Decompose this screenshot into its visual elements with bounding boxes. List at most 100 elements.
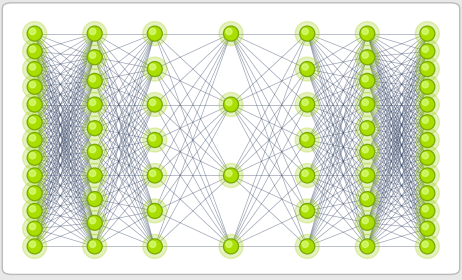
Circle shape [420,186,435,201]
Circle shape [415,22,439,46]
Circle shape [23,181,47,205]
Circle shape [300,168,315,183]
Circle shape [422,135,428,141]
Circle shape [147,204,162,218]
Circle shape [27,239,42,254]
Circle shape [415,110,439,134]
Circle shape [23,22,47,46]
Circle shape [415,128,439,152]
Circle shape [415,75,439,99]
Circle shape [90,194,96,200]
Circle shape [150,241,156,248]
Circle shape [422,99,428,106]
Circle shape [295,128,319,152]
Circle shape [90,123,96,129]
Circle shape [143,92,167,116]
Circle shape [30,170,36,176]
Circle shape [226,170,232,176]
Circle shape [23,39,47,63]
Circle shape [23,75,47,99]
Circle shape [362,52,368,58]
Circle shape [362,218,368,224]
Circle shape [360,50,375,65]
Circle shape [300,97,315,112]
Circle shape [27,79,42,94]
Circle shape [83,69,107,93]
Circle shape [87,121,102,136]
Circle shape [422,206,428,212]
Circle shape [420,44,435,59]
Circle shape [422,81,428,88]
Circle shape [360,215,375,230]
Circle shape [355,92,379,116]
Circle shape [27,204,42,218]
Circle shape [360,73,375,88]
Circle shape [224,97,238,112]
Circle shape [27,221,42,236]
Circle shape [150,28,156,35]
Circle shape [150,64,156,70]
Circle shape [23,110,47,134]
Circle shape [422,188,428,194]
Circle shape [422,46,428,52]
Circle shape [355,187,379,211]
Circle shape [90,170,96,176]
Circle shape [422,28,428,35]
Circle shape [360,144,375,159]
Circle shape [300,132,315,148]
Circle shape [143,57,167,81]
Circle shape [90,76,96,82]
Circle shape [87,239,102,254]
Circle shape [300,26,315,41]
Circle shape [415,199,439,223]
Circle shape [90,28,96,35]
Circle shape [30,241,36,248]
Circle shape [27,186,42,201]
Circle shape [300,239,315,254]
Circle shape [143,22,167,46]
Circle shape [300,204,315,218]
Circle shape [355,69,379,93]
Circle shape [23,217,47,241]
Circle shape [27,168,42,183]
Circle shape [30,135,36,141]
Circle shape [30,117,36,123]
Circle shape [143,164,167,188]
Circle shape [30,28,36,35]
Circle shape [355,22,379,46]
Circle shape [420,79,435,94]
Circle shape [87,97,102,112]
Circle shape [30,206,36,212]
Circle shape [83,234,107,258]
Circle shape [143,234,167,258]
Circle shape [420,150,435,165]
Circle shape [355,234,379,258]
Circle shape [90,146,96,153]
Circle shape [295,92,319,116]
Circle shape [415,146,439,170]
Circle shape [27,132,42,148]
Circle shape [226,99,232,106]
Circle shape [83,92,107,116]
Circle shape [295,57,319,81]
Circle shape [87,168,102,183]
Circle shape [226,28,232,35]
Circle shape [415,217,439,241]
Circle shape [30,46,36,52]
Circle shape [23,146,47,170]
Circle shape [30,153,36,159]
Circle shape [23,92,47,116]
Circle shape [150,99,156,106]
Circle shape [147,26,162,41]
Circle shape [30,223,36,230]
Circle shape [362,241,368,248]
Circle shape [27,62,42,76]
Circle shape [360,239,375,254]
Circle shape [23,164,47,188]
Circle shape [360,192,375,207]
Circle shape [422,223,428,230]
Circle shape [295,164,319,188]
Circle shape [355,116,379,140]
Circle shape [355,211,379,235]
Circle shape [420,115,435,130]
